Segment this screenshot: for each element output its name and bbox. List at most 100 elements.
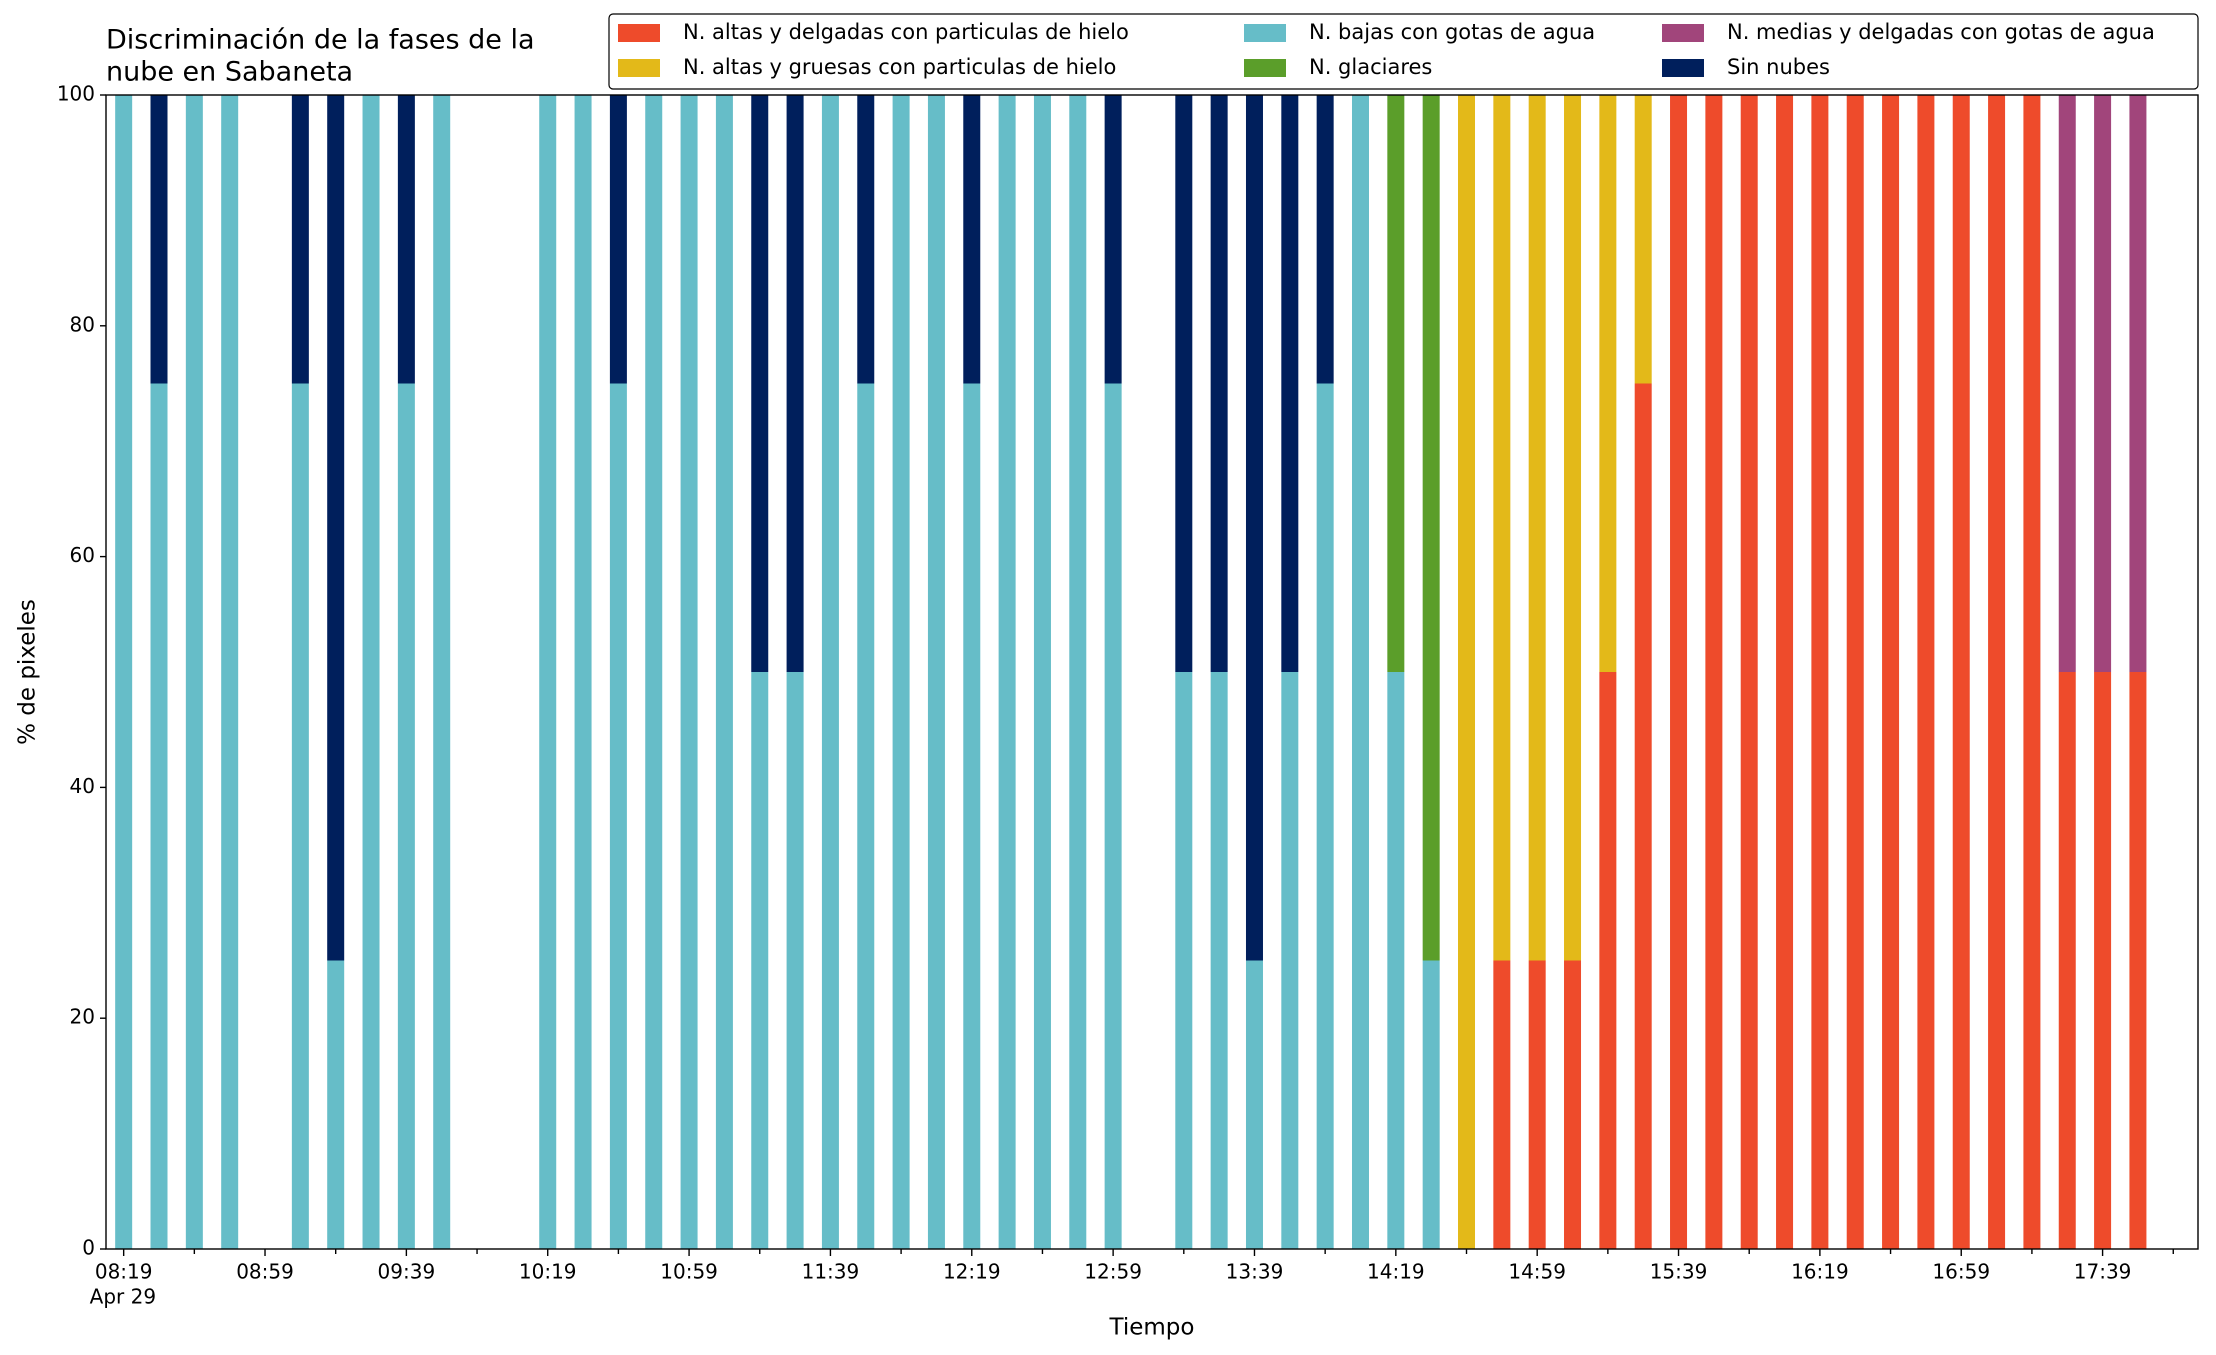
x-tick-label: 12:59 xyxy=(1084,1260,1142,1284)
bar-segment xyxy=(291,95,309,384)
bar-segment xyxy=(2129,95,2147,672)
legend-swatch xyxy=(1662,24,1704,42)
bar-segment xyxy=(963,383,981,1249)
bar-segment xyxy=(433,95,451,1249)
bar-segment xyxy=(1387,95,1405,672)
bar-segment xyxy=(751,95,769,672)
bar-segment xyxy=(680,95,698,1249)
bar-segment xyxy=(1493,95,1511,961)
x-tick-label: 16:59 xyxy=(1932,1260,1990,1284)
bar-segment xyxy=(963,95,981,384)
bar-segment xyxy=(609,95,627,384)
bar-segment xyxy=(397,95,415,384)
bar-segment xyxy=(892,95,910,1249)
bar-segment xyxy=(291,383,309,1249)
bar-segment xyxy=(2023,95,2041,1249)
bar-segment xyxy=(1599,672,1617,1249)
bar-segment xyxy=(574,95,592,1249)
bar-segment xyxy=(1422,960,1440,1249)
bar-segment xyxy=(150,95,168,384)
bar-segment xyxy=(1811,95,1829,1249)
bar-segment xyxy=(1422,95,1440,961)
legend-swatch xyxy=(618,24,660,42)
bar-segment xyxy=(751,672,769,1249)
legend-label: N. altas y gruesas con particulas de hie… xyxy=(683,55,1116,79)
plot-frame xyxy=(105,94,2199,1250)
legend-label: N. altas y delgadas con particulas de hi… xyxy=(683,20,1129,44)
bar-segment xyxy=(1245,95,1263,961)
bar-segment xyxy=(1210,672,1228,1249)
legend-label: N. bajas con gotas de agua xyxy=(1309,20,1595,44)
bar-segment xyxy=(1740,95,1758,1249)
bar-segment xyxy=(1776,95,1794,1249)
bar-segment xyxy=(1705,95,1723,1249)
y-axis-label: % de pixeles xyxy=(15,599,41,745)
bar-segment xyxy=(1281,672,1299,1249)
bar-segment xyxy=(1952,95,1970,1249)
bar-segment xyxy=(1316,95,1334,384)
bar-segment xyxy=(1564,960,1582,1249)
bar-segment xyxy=(539,95,557,1249)
bar-segment xyxy=(1917,95,1935,1249)
bar-segment xyxy=(786,672,804,1249)
bar-segment xyxy=(1316,383,1334,1249)
bar-segment xyxy=(857,383,875,1249)
bar-segment xyxy=(2129,672,2147,1249)
bar-segment xyxy=(221,95,239,1249)
bar-segment xyxy=(1528,95,1546,961)
x-tick-label: 10:19 xyxy=(519,1260,577,1284)
chart-title: Discriminación de la fases de la xyxy=(106,25,535,56)
x-tick-label: 12:19 xyxy=(943,1260,1001,1284)
x-tick-label: 09:39 xyxy=(378,1260,436,1284)
bar-segment xyxy=(1634,95,1652,384)
bar-segment xyxy=(1988,95,2006,1249)
bar-segment xyxy=(327,960,345,1249)
bar-segment xyxy=(1245,960,1263,1249)
bar-segment xyxy=(1104,95,1122,384)
bar-segment xyxy=(2094,672,2112,1249)
bar-segment xyxy=(1564,95,1582,961)
bar-segment xyxy=(1069,95,1087,1249)
bar-segment xyxy=(397,383,415,1249)
bar-segment xyxy=(998,95,1016,1249)
y-tick-label: 100 xyxy=(57,82,95,106)
bar-segment xyxy=(1281,95,1299,672)
bar-segment xyxy=(1104,383,1122,1249)
bar-segment xyxy=(1033,95,1051,1249)
bar-segment xyxy=(1882,95,1900,1249)
bar-segment xyxy=(1458,95,1476,1249)
x-axis-label: Tiempo xyxy=(1109,1315,1195,1341)
legend-box xyxy=(608,13,2199,90)
bar-segment xyxy=(1210,95,1228,672)
y-tick-label: 60 xyxy=(70,543,95,567)
legend-label: N. glaciares xyxy=(1309,55,1432,79)
bar-segment xyxy=(786,95,804,672)
bar-segment xyxy=(1175,95,1193,672)
y-tick-label: 0 xyxy=(82,1236,95,1260)
x-tick-label: 10:59 xyxy=(660,1260,718,1284)
chart-title: nube en Sabaneta xyxy=(106,57,353,88)
x-date-label: Apr 29 xyxy=(90,1285,156,1309)
bar-segment xyxy=(821,95,839,1249)
legend-label: N. medias y delgadas con gotas de agua xyxy=(1727,20,2155,44)
bar-segment xyxy=(2058,95,2076,672)
y-tick-label: 80 xyxy=(70,312,95,336)
bar-segment xyxy=(115,95,133,1249)
x-tick-label: 17:39 xyxy=(2074,1260,2132,1284)
bar-segment xyxy=(715,95,733,1249)
bar-segment xyxy=(857,95,875,384)
bar-segment xyxy=(1493,960,1511,1249)
bar-segment xyxy=(185,95,203,1249)
y-tick-label: 20 xyxy=(70,1005,95,1029)
x-tick-label: 14:19 xyxy=(1367,1260,1425,1284)
bar-segment xyxy=(1670,95,1688,1249)
x-tick-label: 16:19 xyxy=(1791,1260,1849,1284)
bar-segment xyxy=(927,95,945,1249)
bar-segment xyxy=(609,383,627,1249)
bar-segment xyxy=(1175,672,1193,1249)
legend-swatch xyxy=(1244,24,1286,42)
x-tick-label: 11:39 xyxy=(802,1260,860,1284)
bar-segment xyxy=(2058,672,2076,1249)
bar-segment xyxy=(1846,95,1864,1249)
